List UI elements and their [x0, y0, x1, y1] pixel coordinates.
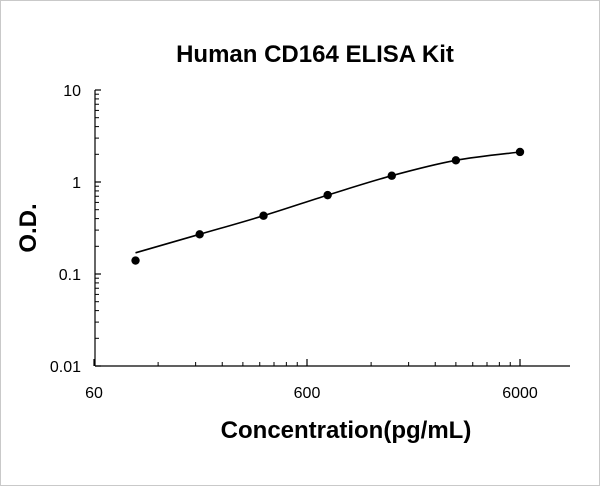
- fit-curve-group: [135, 151, 521, 254]
- x-tick-label: 6000: [502, 385, 538, 402]
- y-tick-label: 0.01: [50, 359, 81, 376]
- data-point: [195, 230, 204, 239]
- y-tick-label: 0.1: [59, 267, 81, 284]
- x-axis-label: Concentration(pg/mL): [221, 417, 472, 444]
- y-tick-label: 10: [63, 83, 81, 100]
- fit-curve: [135, 151, 521, 254]
- data-point: [323, 190, 332, 200]
- y-ticks: 0.01 0.1 1 10: [50, 83, 101, 376]
- data-point: [387, 171, 396, 180]
- data-point: [451, 156, 461, 165]
- data-points: [131, 147, 525, 265]
- x-ticks: 60 600 6000: [85, 359, 538, 402]
- data-point: [259, 211, 268, 220]
- chart-title: Human CD164 ELISA Kit: [176, 41, 454, 68]
- y-tick-label: 1: [72, 175, 81, 192]
- x-tick-label: 600: [294, 385, 321, 402]
- y-axis-label: O.D.: [15, 203, 42, 252]
- data-point: [131, 256, 140, 265]
- axes: [94, 90, 570, 367]
- x-tick-label: 60: [85, 385, 103, 402]
- data-point: [515, 147, 525, 157]
